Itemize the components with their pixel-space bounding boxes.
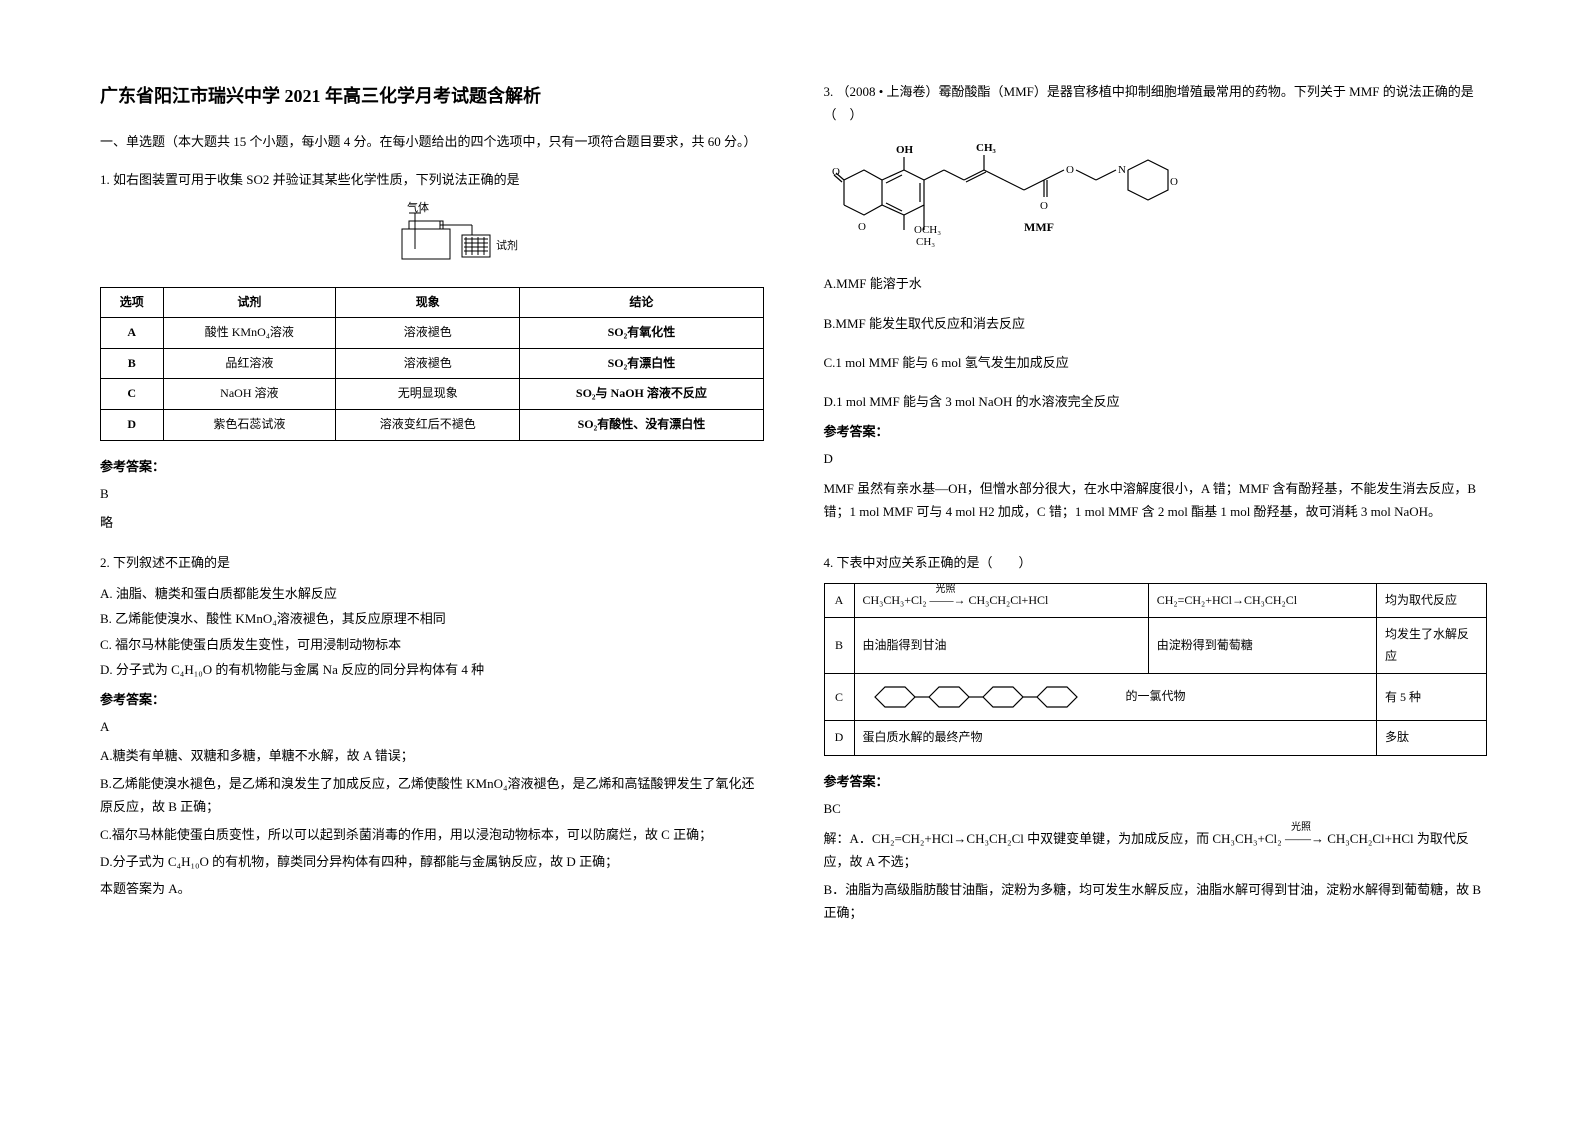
q4-exp-a: 解：A．CH₂=CH₂+HCl→CH₃CH₂Cl 中双键变单键，为加成反应，而 … bbox=[824, 827, 1488, 874]
q1-brief: 略 bbox=[100, 511, 764, 534]
q2-opt-a: A. 油脂、糖类和蛋白质都能发生水解反应 bbox=[100, 582, 764, 605]
q3-ch3b-label: CH₃ bbox=[916, 236, 935, 248]
q3-n-label: N bbox=[1118, 164, 1126, 176]
q3-mmf-label: MMF bbox=[1024, 220, 1054, 234]
q1-apparatus-svg: 气体 试剂 bbox=[302, 199, 562, 269]
q1-stem: 1. 如右图装置可用于收集 SO2 并验证其某些化学性质，下列说法正确的是 bbox=[100, 168, 764, 191]
q2-ans-label: 参考答案： bbox=[100, 688, 764, 711]
q1-th: 试剂 bbox=[163, 287, 336, 318]
q4-ans: BC bbox=[824, 797, 1488, 820]
q3-stem: 3. （2008 • 上海卷）霉酚酸酯（MMF）是器官移植中抑制细胞增殖最常用的… bbox=[824, 80, 1488, 127]
table-row: A酸性 KMnO₄溶液溶液褪色SO₂有氧化性 bbox=[101, 318, 764, 349]
q1-figure: 气体 试剂 bbox=[100, 199, 764, 276]
svg-text:O: O bbox=[1170, 176, 1178, 188]
q3-oh-label: OH bbox=[896, 144, 914, 156]
table-row: D 蛋白质水解的最终产物 多肽 bbox=[824, 721, 1487, 756]
q4-a-c1: CH₃CH₃+Cl₂ 光照——→ CH₃CH₂Cl+HCl bbox=[854, 583, 1148, 618]
q3-ans-label: 参考答案： bbox=[824, 420, 1488, 443]
q3-ch3a-label: CH₃ bbox=[976, 142, 997, 154]
q3-opt-b: B.MMF 能发生取代反应和消去反应 bbox=[824, 312, 1488, 335]
q1-gas-label: 气体 bbox=[407, 200, 429, 214]
q2-exp-a: A.糖类有单糖、双糖和多糖，单糖不水解，故 A 错误； bbox=[100, 744, 764, 767]
q2-ans: A bbox=[100, 715, 764, 738]
q2-exp-final: 本题答案为 A。 bbox=[100, 877, 764, 900]
q3-explain: MMF 虽然有亲水基—OH，但憎水部分很大，在水中溶解度很小，A 错；MMF 含… bbox=[824, 477, 1488, 524]
q1-table-header-row: 选项 试剂 现象 结论 bbox=[101, 287, 764, 318]
q1-th: 结论 bbox=[520, 287, 763, 318]
q1-table: 选项 试剂 现象 结论 A酸性 KMnO₄溶液溶液褪色SO₂有氧化性 B品红溶液… bbox=[100, 287, 764, 441]
q2-exp-b: B.乙烯能使溴水褪色，是乙烯和溴发生了加成反应，乙烯使酸性 KMnO₄溶液褪色，… bbox=[100, 772, 764, 819]
q1-reagent-label: 试剂 bbox=[496, 238, 518, 252]
table-row: A CH₃CH₃+Cl₂ 光照——→ CH₃CH₂Cl+HCl CH₂=CH₂+… bbox=[824, 583, 1487, 618]
q3-ans: D bbox=[824, 447, 1488, 470]
q3-molecule-svg: O O OH OCH₃ CH₃ bbox=[824, 135, 1244, 255]
q2-opt-c: C. 福尔马林能使蛋白质发生变性，可用浸制动物标本 bbox=[100, 633, 764, 656]
q3-molecule: O O OH OCH₃ CH₃ bbox=[824, 135, 1488, 262]
q4-c-struct: 的一氯代物 bbox=[854, 674, 1377, 721]
q4-table: A CH₃CH₃+Cl₂ 光照——→ CH₃CH₂Cl+HCl CH₂=CH₂+… bbox=[824, 583, 1488, 756]
page-wrapper: 广东省阳江市瑞兴中学 2021 年高三化学月考试题含解析 一、单选题（本大题共 … bbox=[100, 80, 1487, 1082]
q2-opt-d: D. 分子式为 C₄H₁₀O 的有机物能与金属 Na 反应的同分异构体有 4 种 bbox=[100, 658, 764, 681]
q1-th: 现象 bbox=[336, 287, 520, 318]
svg-text:O: O bbox=[1066, 164, 1074, 176]
doc-title: 广东省阳江市瑞兴中学 2021 年高三化学月考试题含解析 bbox=[100, 80, 764, 112]
q4-exp-b: B．油脂为高级脂肪酸甘油酯，淀粉为多糖，均可发生水解反应，油脂水解可得到甘油，淀… bbox=[824, 878, 1488, 925]
q3-opt-c: C.1 mol MMF 能与 6 mol 氢气发生加成反应 bbox=[824, 351, 1488, 374]
q3-opt-a: A.MMF 能溶于水 bbox=[824, 272, 1488, 295]
q2-opt-b: B. 乙烯能使溴水、酸性 KMnO₄溶液褪色，其反应原理不相同 bbox=[100, 607, 764, 630]
q4-stem: 4. 下表中对应关系正确的是（ ） bbox=[824, 551, 1488, 574]
q4-ans-label: 参考答案： bbox=[824, 770, 1488, 793]
table-row: B 由油脂得到甘油 由淀粉得到葡萄糖 均发生了水解反应 bbox=[824, 618, 1487, 674]
section-header: 一、单选题（本大题共 15 个小题，每小题 4 分。在每小题给出的四个选项中，只… bbox=[100, 130, 764, 153]
q3-och3-label: OCH₃ bbox=[914, 224, 941, 236]
table-row: CNaOH 溶液无明显现象SO₂与 NaOH 溶液不反应 bbox=[101, 379, 764, 410]
q1-th: 选项 bbox=[101, 287, 164, 318]
table-row: C 的一氯代物 有 bbox=[824, 674, 1487, 721]
q1-ans: B bbox=[100, 482, 764, 505]
q2-exp-c: C.福尔马林能使蛋白质变性，所以可以起到杀菌消毒的作用，用以浸泡动物标本，可以防… bbox=[100, 823, 764, 846]
svg-text:O: O bbox=[858, 221, 866, 233]
q2-stem: 2. 下列叙述不正确的是 bbox=[100, 551, 764, 574]
left-column: 广东省阳江市瑞兴中学 2021 年高三化学月考试题含解析 一、单选题（本大题共 … bbox=[100, 80, 764, 1082]
table-row: D紫色石蕊试液溶液变红后不褪色SO₂有酸性、没有漂白性 bbox=[101, 409, 764, 440]
table-row: B品红溶液溶液褪色SO₂有漂白性 bbox=[101, 348, 764, 379]
svg-text:O: O bbox=[1040, 200, 1048, 212]
q1-table-body: A酸性 KMnO₄溶液溶液褪色SO₂有氧化性 B品红溶液溶液褪色SO₂有漂白性 … bbox=[101, 318, 764, 440]
q1-ans-label: 参考答案： bbox=[100, 455, 764, 478]
right-column: 3. （2008 • 上海卷）霉酚酸酯（MMF）是器官移植中抑制细胞增殖最常用的… bbox=[824, 80, 1488, 1082]
q3-opt-d: D.1 mol MMF 能与含 3 mol NaOH 的水溶液完全反应 bbox=[824, 390, 1488, 413]
q2-exp-d: D.分子式为 C₄H₁₀O 的有机物，醇类同分异构体有四种，醇都能与金属钠反应，… bbox=[100, 850, 764, 873]
